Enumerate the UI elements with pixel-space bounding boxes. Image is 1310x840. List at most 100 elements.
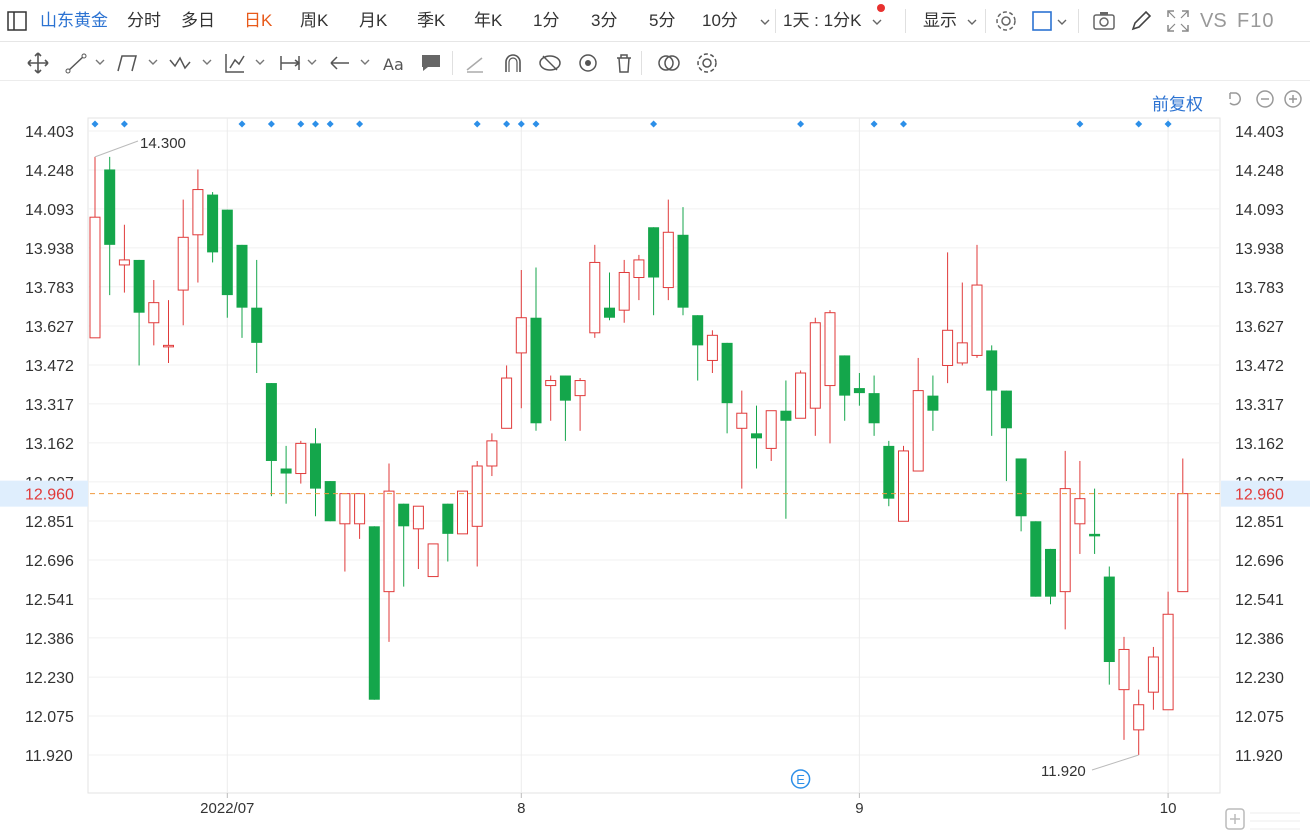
event-dot[interactable] <box>326 120 334 128</box>
event-dot[interactable] <box>532 120 540 128</box>
candle-body[interactable] <box>633 259 645 279</box>
candle-body[interactable] <box>956 342 968 364</box>
event-dot[interactable] <box>1164 120 1172 128</box>
gear-icon[interactable] <box>993 8 1019 34</box>
candle-body[interactable] <box>486 440 498 467</box>
candle-body[interactable] <box>1147 656 1159 693</box>
tab-6[interactable]: 年K <box>474 11 503 30</box>
candle-body[interactable] <box>471 465 483 527</box>
candle-body[interactable] <box>648 227 660 278</box>
event-dot[interactable] <box>91 120 99 128</box>
note-icon[interactable] <box>418 50 444 76</box>
event-dot[interactable] <box>517 120 525 128</box>
candle-body[interactable] <box>457 490 468 535</box>
event-dot[interactable] <box>238 120 246 128</box>
candle-body[interactable] <box>765 410 777 449</box>
event-dot[interactable] <box>503 120 511 128</box>
candle-body[interactable] <box>589 261 601 334</box>
candle-body[interactable] <box>133 259 145 313</box>
fullscreen-icon[interactable] <box>1165 8 1191 34</box>
candle-body[interactable] <box>1133 704 1145 731</box>
chevron-down-icon[interactable] <box>872 17 882 27</box>
interval-select[interactable]: 1天 : 1分K <box>783 11 862 30</box>
candle-body[interactable] <box>280 468 292 474</box>
event-dot[interactable] <box>120 120 128 128</box>
candle-body[interactable] <box>398 503 410 527</box>
candle-body[interactable] <box>1000 390 1012 429</box>
candle-body[interactable] <box>1015 458 1027 517</box>
chevron-down-icon[interactable] <box>760 17 770 27</box>
candle-body[interactable] <box>1074 498 1086 525</box>
tab-5[interactable]: 季K <box>417 11 446 30</box>
camera-icon[interactable] <box>1091 8 1117 34</box>
candle-body[interactable] <box>986 350 998 391</box>
pen-icon[interactable] <box>1128 8 1154 34</box>
candle-body[interactable] <box>339 493 351 525</box>
wave-icon[interactable] <box>167 50 193 76</box>
event-dot[interactable] <box>797 120 805 128</box>
move-icon[interactable] <box>25 50 51 76</box>
candle-body[interactable] <box>383 490 395 593</box>
candle-body[interactable] <box>898 450 909 522</box>
candle-body[interactable] <box>515 317 527 354</box>
event-dot[interactable] <box>267 120 275 128</box>
eye-icon[interactable] <box>575 50 601 76</box>
zoom-in-icon[interactable] <box>1282 88 1304 110</box>
candle-body[interactable] <box>927 395 939 411</box>
candle-body[interactable] <box>604 307 615 318</box>
candle-body[interactable] <box>692 315 704 346</box>
tab-2[interactable]: 日K <box>244 11 273 30</box>
candle-body[interactable] <box>501 377 513 429</box>
candle-body[interactable] <box>192 189 204 236</box>
candle-body[interactable] <box>1030 521 1042 597</box>
adjust-mode-label[interactable]: 前复权 <box>1152 95 1203 114</box>
candle-body[interactable] <box>104 169 116 245</box>
candle-body[interactable] <box>677 234 689 308</box>
event-dot[interactable] <box>870 120 878 128</box>
candle-body[interactable] <box>530 317 542 424</box>
f10-button[interactable]: F10 <box>1237 10 1275 32</box>
range-icon[interactable] <box>277 50 303 76</box>
candle-body[interactable] <box>324 481 336 522</box>
candle-body[interactable] <box>721 342 733 404</box>
candle-body[interactable] <box>177 236 189 291</box>
undo-icon[interactable] <box>1224 88 1246 110</box>
candle-body[interactable] <box>163 344 174 348</box>
candle-body[interactable] <box>559 375 571 401</box>
event-dot[interactable] <box>1076 120 1084 128</box>
tab-1[interactable]: 多日 <box>181 11 215 30</box>
candle-body[interactable] <box>780 410 792 421</box>
candle-body[interactable] <box>295 442 307 475</box>
candle-body[interactable] <box>809 322 821 409</box>
candle-body[interactable] <box>1089 533 1101 537</box>
event-dot[interactable] <box>356 120 364 128</box>
candle-body[interactable] <box>853 388 865 394</box>
visibility-toggle-icon[interactable] <box>537 50 563 76</box>
candle-body[interactable] <box>354 493 366 525</box>
event-dot[interactable] <box>297 120 305 128</box>
candle-body[interactable] <box>221 209 233 296</box>
candle-body[interactable] <box>118 259 130 266</box>
candle-body[interactable] <box>662 231 674 289</box>
chevron-down-icon[interactable] <box>202 57 212 67</box>
candle-body[interactable] <box>942 329 954 366</box>
tab-3[interactable]: 周K <box>300 11 329 30</box>
candle-body[interactable] <box>574 380 586 397</box>
candle-body[interactable] <box>1103 576 1115 663</box>
tool-settings-icon[interactable] <box>694 50 720 76</box>
text-icon[interactable]: Aa <box>381 50 407 76</box>
candle-body[interactable] <box>368 526 380 700</box>
stock-name[interactable]: 山东黄金 <box>40 11 108 30</box>
tab-9[interactable]: 5分 <box>649 11 676 30</box>
line-icon[interactable] <box>64 50 90 76</box>
chevron-down-icon[interactable] <box>255 57 265 67</box>
fib-icon[interactable] <box>222 50 248 76</box>
candle-body[interactable] <box>706 334 718 361</box>
candle-body[interactable] <box>1162 613 1174 711</box>
candle-body[interactable] <box>236 244 248 308</box>
vs-button[interactable]: VS <box>1200 10 1227 32</box>
candle-body[interactable] <box>251 307 263 343</box>
candle-body[interactable] <box>412 505 424 530</box>
arrow-icon[interactable] <box>327 50 353 76</box>
tab-0[interactable]: 分时 <box>127 11 161 30</box>
